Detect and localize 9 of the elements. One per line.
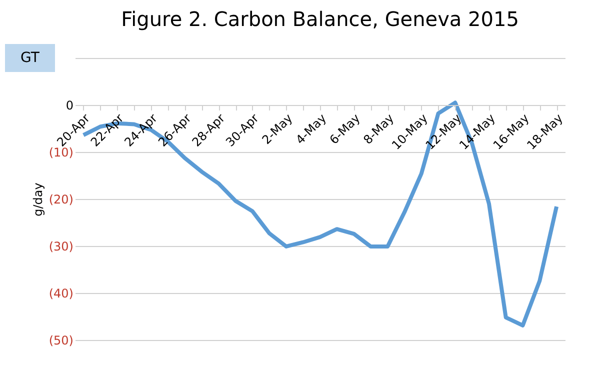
- chart-title: Figure 2. Carbon Balance, Geneva 2015: [121, 7, 519, 31]
- y-tick-label: (40): [48, 286, 74, 300]
- y-tick-label: (50): [48, 334, 74, 348]
- y-tick-label: (30): [48, 240, 74, 254]
- text: GT: [20, 50, 40, 66]
- y-axis-title: g/day: [30, 182, 45, 216]
- y-tick-label: (20): [48, 192, 74, 206]
- y-tick-label: 0: [66, 98, 74, 112]
- y-tick-label: (10): [48, 146, 74, 160]
